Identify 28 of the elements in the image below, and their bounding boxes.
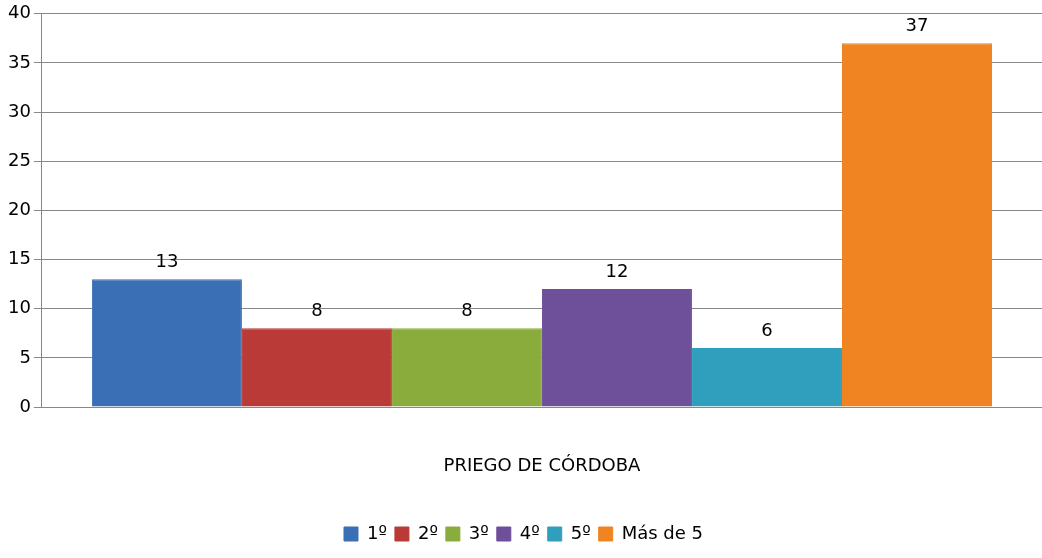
data-label: 12 bbox=[605, 259, 629, 281]
legend-label: 5º bbox=[570, 521, 591, 543]
legend-label: 4º bbox=[519, 521, 540, 543]
data-label: 8 bbox=[461, 299, 473, 321]
bar bbox=[391, 328, 542, 407]
data-label: 8 bbox=[311, 299, 323, 321]
data-label: 37 bbox=[905, 13, 929, 35]
bar bbox=[241, 328, 392, 407]
y-tick-label: 40 bbox=[8, 1, 31, 23]
legend-label: 2º bbox=[417, 521, 438, 543]
bar bbox=[541, 289, 692, 407]
y-tick-label: 5 bbox=[19, 345, 31, 367]
legend-label: 3º bbox=[468, 521, 489, 543]
x-axis-title: PRIEGO DE CÓRDOBA bbox=[443, 453, 642, 475]
y-tick-label: 20 bbox=[8, 198, 31, 220]
y-tick-label: 0 bbox=[19, 394, 31, 416]
legend-label: Más de 5 bbox=[621, 521, 704, 543]
data-label: 6 bbox=[761, 318, 773, 340]
bar bbox=[91, 279, 242, 407]
bar bbox=[691, 348, 842, 407]
bar bbox=[841, 43, 992, 407]
legend-label: 1º bbox=[367, 521, 387, 543]
y-tick-label: 35 bbox=[8, 50, 31, 72]
y-tick-label: 30 bbox=[8, 99, 31, 121]
data-label: 13 bbox=[155, 249, 179, 271]
y-tick-label: 15 bbox=[8, 247, 31, 269]
y-tick-label: 10 bbox=[8, 296, 31, 318]
y-tick-label: 25 bbox=[8, 148, 31, 170]
